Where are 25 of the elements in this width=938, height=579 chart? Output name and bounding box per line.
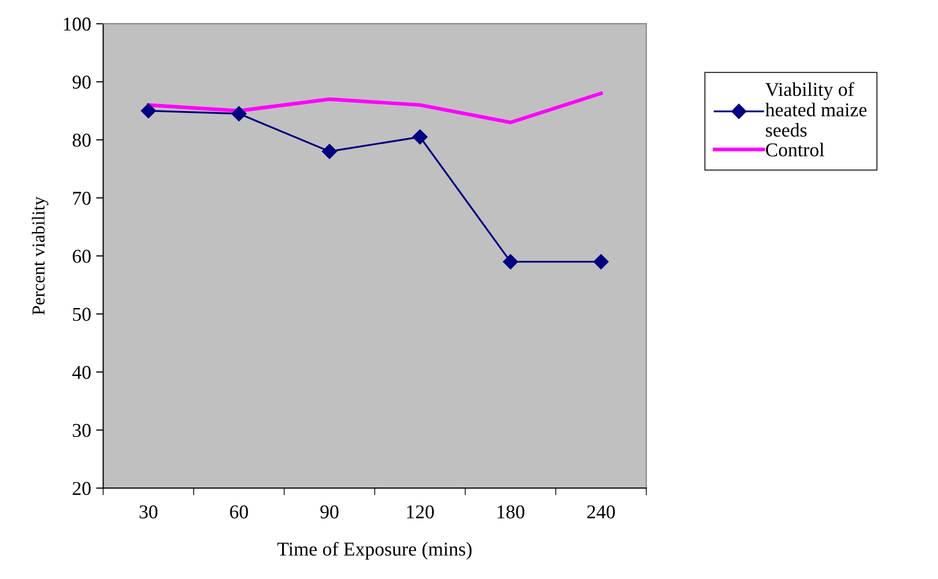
y-tick-label: 80 <box>72 134 91 147</box>
point <box>502 254 518 270</box>
x-tick-label: 240 <box>587 505 615 518</box>
legend-label: Control <box>766 142 824 156</box>
y-tick-label: 40 <box>72 366 91 379</box>
x-tick-label: 120 <box>407 505 434 518</box>
point <box>593 254 609 270</box>
y-tick-label: 90 <box>72 76 91 89</box>
y-tick-label: 30 <box>72 424 91 437</box>
x-tick-label: 180 <box>498 505 524 518</box>
y-axis-title: Percent viability <box>32 196 48 315</box>
y-tick-label: 50 <box>73 308 91 321</box>
point <box>322 144 338 160</box>
y-tick-label: 20 <box>72 482 91 496</box>
y-tick-label: 60 <box>72 250 91 263</box>
y-tick-label: 100 <box>64 18 91 31</box>
point <box>231 106 247 122</box>
y-tick-label: 70 <box>73 192 91 205</box>
x-tick-label: 90 <box>320 505 338 518</box>
legend-label: Viability of heated maize seeds <box>765 82 867 137</box>
x-axis-title: Time of Exposure (mins) <box>277 542 472 560</box>
x-tick-label: 30 <box>140 505 158 518</box>
point <box>140 103 156 118</box>
x-tick-label: 60 <box>230 505 248 518</box>
point <box>412 129 428 144</box>
